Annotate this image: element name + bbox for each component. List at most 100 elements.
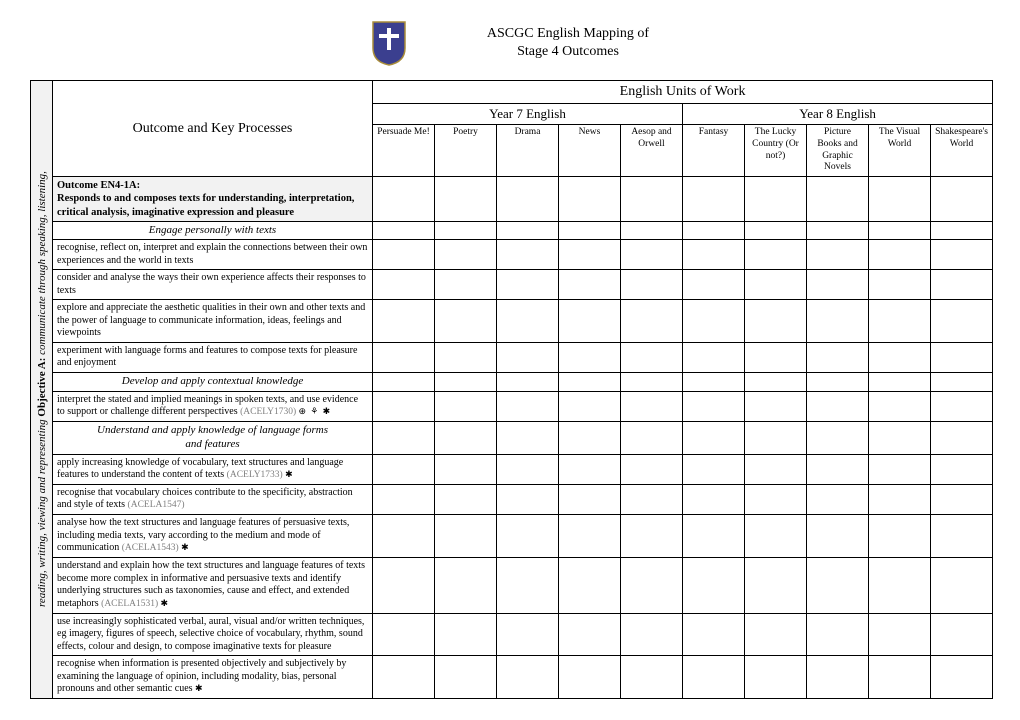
- mapping-cell: [931, 221, 993, 240]
- mapping-cell: [373, 484, 435, 514]
- unit-header: Picture Books and Graphic Novels: [807, 124, 869, 177]
- mapping-cell: [807, 372, 869, 391]
- mapping-cell: [745, 558, 807, 613]
- mapping-cell: [497, 372, 559, 391]
- mapping-cell: [807, 270, 869, 300]
- mapping-cell: [559, 372, 621, 391]
- mapping-cell: [683, 454, 745, 484]
- mapping-cell: [559, 422, 621, 455]
- mapping-cell: [931, 177, 993, 221]
- curriculum-code: (ACELY1733): [227, 470, 285, 480]
- mapping-cell: [621, 177, 683, 221]
- mapping-cell: [373, 372, 435, 391]
- mapping-cell: [559, 558, 621, 613]
- mapping-cell: [807, 613, 869, 656]
- mapping-cell: [435, 484, 497, 514]
- mapping-table: Outcome and Key Processes English Units …: [52, 80, 993, 699]
- objective-label: Objective A:: [36, 358, 48, 417]
- mapping-cell: [435, 270, 497, 300]
- process-cell: analyse how the text structures and lang…: [53, 515, 373, 558]
- mapping-cell: [621, 240, 683, 270]
- mapping-cell: [931, 391, 993, 421]
- mapping-cell: [435, 391, 497, 421]
- mapping-cell: [435, 240, 497, 270]
- col-header-units: English Units of Work: [373, 81, 993, 104]
- mapping-cell: [621, 391, 683, 421]
- subheader-cell: Engage personally with texts: [53, 221, 373, 240]
- table-row: Understand and apply knowledge of langua…: [53, 422, 993, 455]
- mapping-cell: [745, 656, 807, 699]
- mapping-cell: [807, 342, 869, 372]
- mapping-cell: [745, 177, 807, 221]
- mapping-cell: [683, 270, 745, 300]
- mapping-cell: [931, 342, 993, 372]
- mapping-cell: [621, 270, 683, 300]
- mapping-cell: [869, 300, 931, 343]
- table-row: Engage personally with texts: [53, 221, 993, 240]
- mapping-cell: [745, 221, 807, 240]
- objective-lead: reading, writing, viewing and representi…: [36, 417, 48, 607]
- mapping-cell: [931, 270, 993, 300]
- subheader-cell: Develop and apply contextual knowledge: [53, 372, 373, 391]
- unit-header: Shakespeare's World: [931, 124, 993, 177]
- table-row: Outcome EN4-1A:Responds to and composes …: [53, 177, 993, 221]
- mapping-cell: [435, 221, 497, 240]
- unit-header: The Visual World: [869, 124, 931, 177]
- mapping-cell: [745, 515, 807, 558]
- capability-icon: ✱: [161, 598, 170, 608]
- table-row: consider and analyse the ways their own …: [53, 270, 993, 300]
- mapping-cell: [931, 240, 993, 270]
- table-row: analyse how the text structures and lang…: [53, 515, 993, 558]
- curriculum-code: (ACELA1547): [128, 500, 185, 510]
- mapping-cell: [807, 300, 869, 343]
- mapping-cell: [683, 613, 745, 656]
- mapping-cell: [621, 221, 683, 240]
- mapping-cell: [497, 221, 559, 240]
- curriculum-code: (ACELY1730): [240, 407, 298, 417]
- col-header-outcome: Outcome and Key Processes: [53, 81, 373, 177]
- unit-header: News: [559, 124, 621, 177]
- mapping-cell: [807, 240, 869, 270]
- mapping-cell: [745, 270, 807, 300]
- page-header: ASCGC English Mapping of Stage 4 Outcome…: [30, 20, 990, 66]
- mapping-cell: [745, 454, 807, 484]
- mapping-cell: [621, 558, 683, 613]
- mapping-cell: [559, 613, 621, 656]
- capability-icon: ✱: [195, 683, 204, 693]
- mapping-cell: [373, 391, 435, 421]
- page-title: ASCGC English Mapping of Stage 4 Outcome…: [487, 25, 649, 61]
- table-row: recognise, reflect on, interpret and exp…: [53, 240, 993, 270]
- mapping-cell: [373, 558, 435, 613]
- school-crest-icon: [371, 20, 407, 66]
- subheader-cell: Understand and apply knowledge of langua…: [53, 422, 373, 455]
- objective-tail: communicate through speaking, listening,: [36, 171, 48, 358]
- mapping-cell: [869, 270, 931, 300]
- mapping-cell: [621, 300, 683, 343]
- curriculum-code: (ACELA1531): [101, 599, 160, 609]
- mapping-cell: [621, 656, 683, 699]
- mapping-cell: [683, 177, 745, 221]
- mapping-cell: [745, 422, 807, 455]
- title-line-1: ASCGC English Mapping of: [487, 25, 649, 43]
- table-row: understand and explain how the text stru…: [53, 558, 993, 613]
- mapping-cell: [683, 515, 745, 558]
- mapping-cell: [497, 484, 559, 514]
- table-row: recognise that vocabulary choices contri…: [53, 484, 993, 514]
- mapping-cell: [807, 221, 869, 240]
- mapping-cell: [869, 515, 931, 558]
- unit-header: Poetry: [435, 124, 497, 177]
- mapping-cell: [683, 240, 745, 270]
- mapping-cell: [435, 558, 497, 613]
- mapping-cell: [931, 372, 993, 391]
- mapping-cell: [373, 656, 435, 699]
- mapping-cell: [435, 656, 497, 699]
- mapping-cell: [497, 656, 559, 699]
- mapping-cell: [931, 656, 993, 699]
- mapping-cell: [559, 656, 621, 699]
- mapping-cell: [683, 656, 745, 699]
- mapping-cell: [373, 613, 435, 656]
- process-cell: consider and analyse the ways their own …: [53, 270, 373, 300]
- mapping-cell: [745, 372, 807, 391]
- table-row: recognise when information is presented …: [53, 656, 993, 699]
- mapping-cell: [435, 342, 497, 372]
